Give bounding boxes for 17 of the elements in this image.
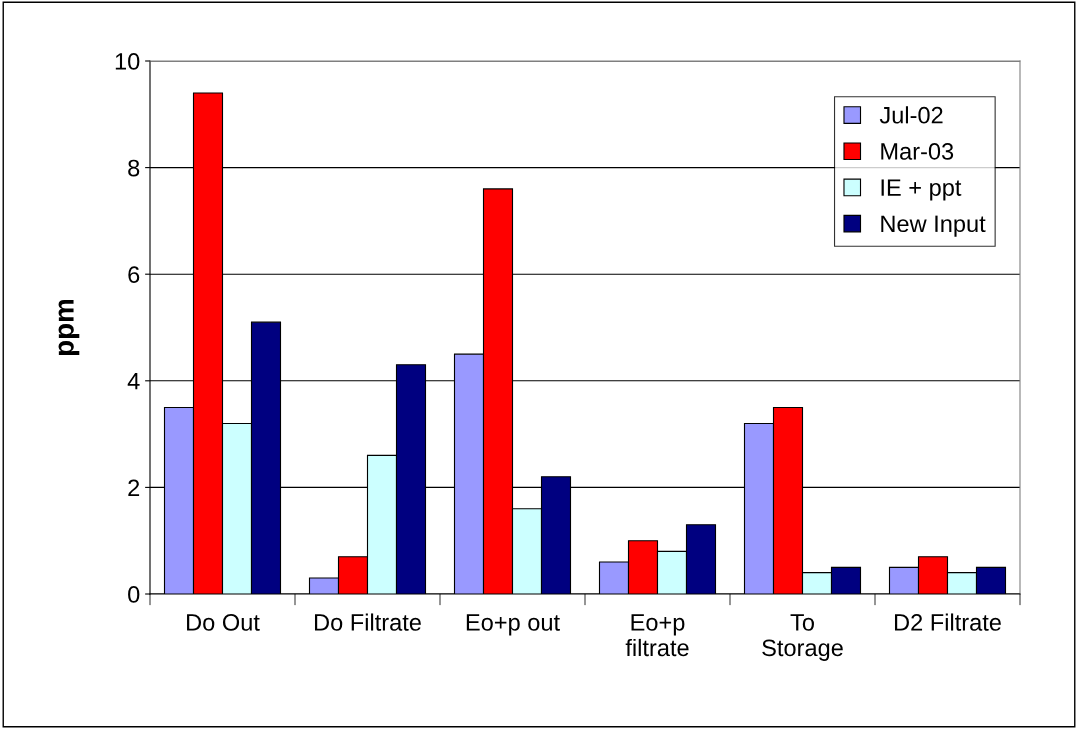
legend-label: Jul-02 bbox=[879, 106, 943, 124]
x-tick-label: D2 Filtrate bbox=[894, 613, 1001, 631]
x-tick-label: Do Out bbox=[187, 614, 260, 631]
legend-label: IE + ppt bbox=[881, 179, 962, 201]
y-tick-label: 10 bbox=[115, 53, 140, 70]
x-tick-label: Do Filtrate bbox=[314, 613, 421, 631]
legend-label: Mar-03 bbox=[881, 143, 954, 160]
y-tick-label: 2 bbox=[128, 479, 140, 496]
y-tick-label: 8 bbox=[128, 159, 140, 177]
x-tick-label: Eo+p out bbox=[466, 614, 560, 636]
y-tick-label: 6 bbox=[128, 266, 140, 283]
legend-label: New Input bbox=[881, 215, 986, 237]
y-axis-title: ppm bbox=[58, 299, 80, 355]
y-tick-label: 0 bbox=[128, 586, 140, 603]
x-tick-label: To Storage bbox=[762, 614, 843, 661]
x-tick-label: Eo+p filtrate bbox=[625, 614, 689, 657]
y-tick-label: 4 bbox=[127, 373, 140, 390]
